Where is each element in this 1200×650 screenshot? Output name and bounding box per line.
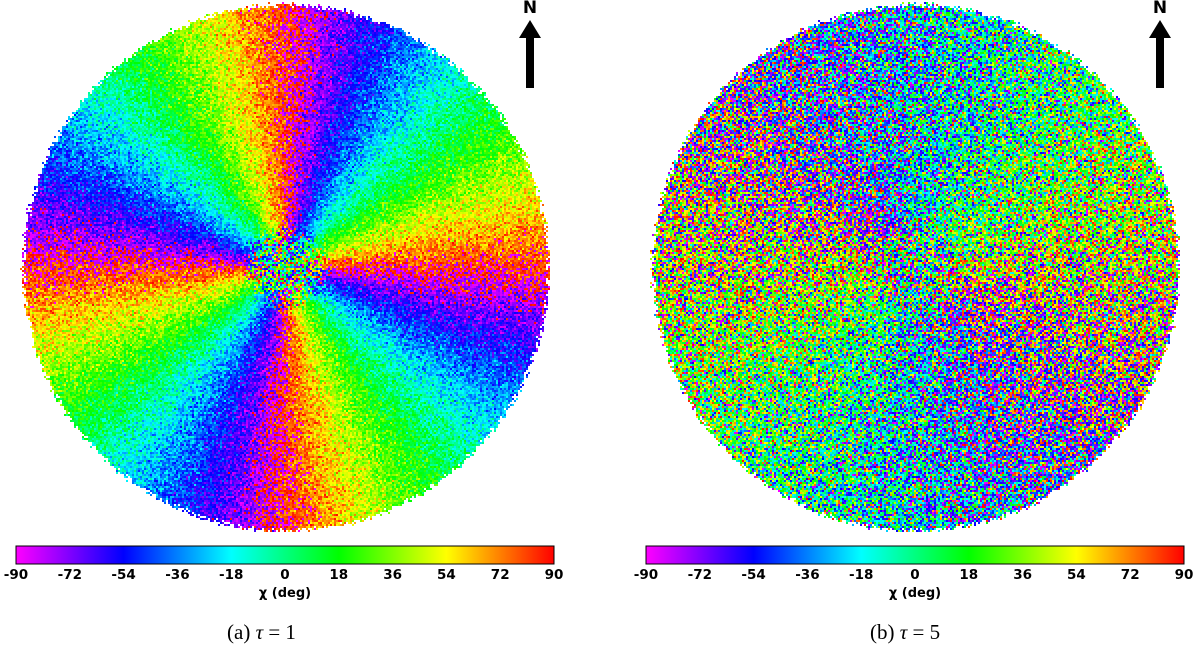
- colorbar-tick-label: 72: [1121, 567, 1140, 583]
- colorbar-label: χ (deg): [889, 586, 941, 601]
- caption-prefix: (b): [870, 620, 900, 644]
- north-label: N: [522, 0, 538, 18]
- colorbar: -90 -72 -54 -36 -18 0 18 36 54 72 90 χ (deg): [634, 545, 1194, 601]
- north-arrow-icon: [1149, 20, 1171, 88]
- colorbar-tick-label: -72: [58, 567, 82, 583]
- colorbar-tick-label: 36: [383, 567, 402, 583]
- caption-symbol: τ: [899, 620, 908, 644]
- colorbar-tick-label: -36: [795, 567, 819, 583]
- caption-value: = 5: [907, 620, 941, 644]
- colorbar-tick-label: 54: [1067, 567, 1086, 583]
- colorbar-tick-label: 0: [280, 567, 289, 583]
- colorbar-tick-label: 54: [437, 567, 456, 583]
- colorbar-tick-label: -36: [165, 567, 189, 583]
- colorbar-gradient: [15, 545, 555, 565]
- colorbar-tick-label: 72: [491, 567, 510, 583]
- colorbar-tick-label: -54: [741, 567, 765, 583]
- colorbar-tick-label: -90: [634, 567, 658, 583]
- colorbar-tick-label: -18: [849, 567, 873, 583]
- colorbar: -90 -72 -54 -36 -18 0 18 36 54 72 90 χ (deg): [4, 545, 564, 601]
- polarization-angle-map: [20, 2, 550, 532]
- panel-b: N -90 -72 -54 -36 -18 0 18 36 54 72 90 χ (deg) (b) …: [630, 0, 1200, 650]
- colorbar-tick-label: 18: [329, 567, 348, 583]
- colorbar-tick-label: -54: [111, 567, 135, 583]
- colorbar-tick-label: -90: [4, 567, 28, 583]
- colorbar-gradient: [645, 545, 1185, 565]
- panel-caption: (b) τ = 5: [870, 620, 940, 645]
- colorbar-tick-label: -72: [688, 567, 712, 583]
- panel-a: N -90 -72 -54 -36 -18 0 18 36 54 72 90 χ (deg) (a) …: [4, 0, 564, 645]
- colorbar-tick-label: 36: [1013, 567, 1032, 583]
- caption-symbol: τ: [255, 620, 264, 644]
- polarization-angle-map: [650, 2, 1180, 532]
- north-indicator: N: [1148, 0, 1172, 90]
- colorbar-tick-label: 18: [959, 567, 978, 583]
- north-label: N: [1152, 0, 1168, 18]
- caption-value: = 1: [263, 620, 296, 644]
- colorbar-tick-label: -18: [219, 567, 243, 583]
- colorbar-tick-label: 0: [910, 567, 919, 583]
- panel-caption: (a) τ = 1: [227, 620, 296, 645]
- north-arrow-icon: [519, 20, 541, 88]
- colorbar-tick-label: 90: [545, 567, 564, 583]
- colorbar-tick-label: 90: [1175, 567, 1194, 583]
- caption-prefix: (a): [227, 620, 256, 644]
- colorbar-label: χ (deg): [259, 586, 311, 601]
- north-indicator: N: [518, 0, 542, 90]
